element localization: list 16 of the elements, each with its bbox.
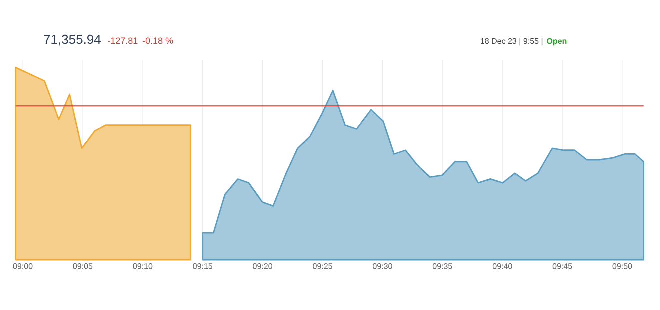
x-tick-label: 09:10: [133, 264, 153, 270]
x-tick-label: 09:45: [552, 264, 572, 270]
chart-title: 71,355.94: [44, 34, 101, 46]
x-tick-label: 09:30: [373, 264, 392, 270]
x-tick-label: 09:00: [13, 264, 33, 270]
text: -127.81: [108, 38, 138, 44]
x-tick-label: 09:35: [432, 264, 452, 270]
x-tick-label: 09:40: [492, 264, 512, 270]
x-tick-label: 09:50: [612, 264, 632, 270]
x-tick-label: 09:05: [73, 264, 93, 270]
text: -0.18 %: [142, 38, 174, 44]
x-tick-label: 09:15: [193, 264, 213, 270]
x-tick-label: 09:25: [313, 264, 332, 270]
text: Open: [547, 38, 567, 46]
x-tick-label: 09:20: [253, 264, 272, 270]
text: 18 Dec 23 | 9:55 |: [481, 38, 543, 46]
